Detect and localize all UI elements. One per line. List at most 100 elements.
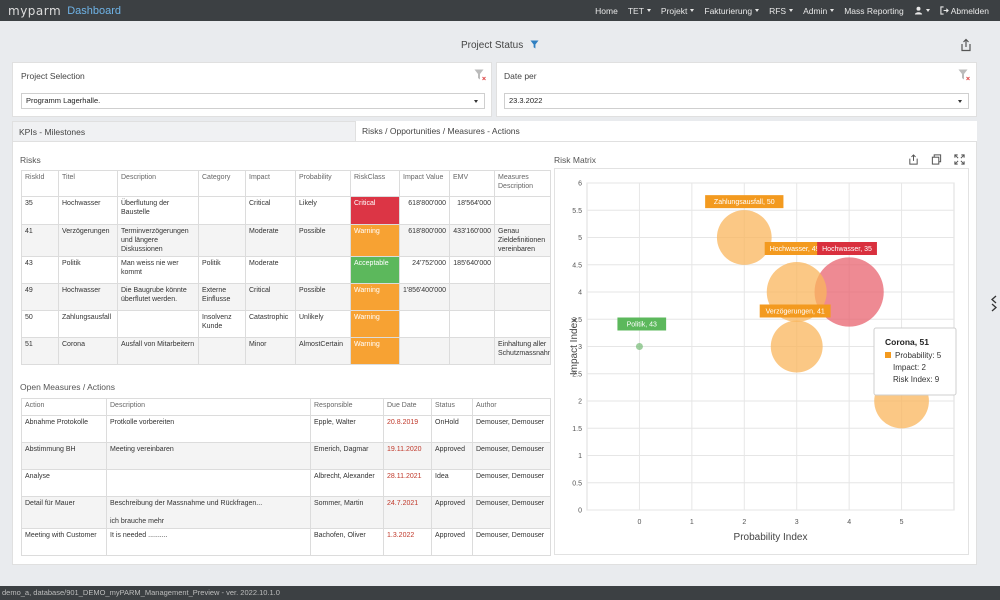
y-tick-label: 2.5 bbox=[572, 371, 582, 378]
cell-category: Politik bbox=[198, 256, 246, 285]
share-icon[interactable] bbox=[960, 38, 972, 52]
table-row[interactable]: Abnahme Protokolle Protkolle vorbereiten E… bbox=[21, 415, 551, 443]
cell-riskclass: Warning bbox=[350, 310, 400, 339]
x-tick-label: 2 bbox=[742, 519, 746, 526]
filter-icon[interactable] bbox=[530, 40, 539, 49]
brand-logo[interactable]: myparm bbox=[8, 3, 62, 18]
column-header[interactable]: Status bbox=[431, 398, 473, 416]
cell-impact-value bbox=[399, 310, 450, 339]
clear-filter-icon[interactable] bbox=[958, 69, 970, 81]
cell-description: Man weiss nie wer kommt bbox=[117, 256, 199, 285]
column-header[interactable]: Description bbox=[117, 170, 199, 197]
date-per-dropdown[interactable]: 23.3.2022 bbox=[504, 93, 969, 109]
nav-mass-reporting[interactable]: Mass Reporting bbox=[839, 6, 909, 16]
cell-impact-value: 24'752'000 bbox=[399, 256, 450, 285]
column-header[interactable]: Action bbox=[21, 398, 107, 416]
nav-label: Fakturierung bbox=[704, 5, 753, 16]
cell-impact: Catastrophic bbox=[245, 310, 296, 339]
column-header[interactable]: Impact bbox=[245, 170, 296, 197]
data-label: Verzögerungen, 41 bbox=[766, 309, 825, 316]
project-selection-dropdown[interactable]: Programm Lagerhalle. bbox=[21, 93, 485, 109]
cell-author: Demouser, Demouser bbox=[472, 415, 551, 443]
column-header[interactable]: Author bbox=[472, 398, 551, 416]
date-per-value: 23.3.2022 bbox=[509, 96, 543, 105]
table-row[interactable]: 49 Hochwasser Die Baugrube könnte überflut… bbox=[21, 283, 551, 312]
cell-title: Hochwasser bbox=[58, 196, 118, 225]
cell-emv: 18'564'000 bbox=[449, 196, 495, 225]
column-header[interactable]: Measures Description bbox=[494, 170, 551, 197]
table-row[interactable]: 43 Politik Man weiss nie wer kommt Politik M… bbox=[21, 256, 551, 285]
column-header[interactable]: Responsible bbox=[310, 398, 384, 416]
tooltip-line: Impact: 2 bbox=[893, 363, 926, 372]
table-row[interactable]: Analyse Albrecht, Alexander 28.11.2021 Idea… bbox=[21, 469, 551, 497]
cell-id: 41 bbox=[21, 223, 59, 258]
cell-measures bbox=[494, 256, 551, 285]
tooltip bbox=[873, 327, 957, 396]
nav-label: Home bbox=[595, 5, 618, 16]
cell-status: Approved bbox=[431, 495, 473, 530]
top-navbar: myparm Dashboard Home TET Projekt Fakturier… bbox=[0, 0, 1000, 21]
cell-author: Demouser, Demouser bbox=[472, 442, 551, 470]
nav-projekt[interactable]: Projekt bbox=[656, 6, 699, 16]
chevron-down-icon bbox=[474, 100, 478, 103]
copy-icon[interactable] bbox=[931, 154, 942, 165]
nav-label: RFS bbox=[769, 5, 787, 16]
table-row[interactable]: 50 Zahlungsausfall Insolvenz Kunde Catastro… bbox=[21, 310, 551, 339]
table-row[interactable]: 41 Verzögerungen Terminverzögerungen und l… bbox=[21, 223, 551, 258]
y-tick-label: 5 bbox=[578, 235, 582, 242]
cell-impact: Critical bbox=[245, 283, 296, 312]
sidebar-toggle-icon[interactable] bbox=[990, 294, 998, 312]
column-header[interactable]: Category bbox=[198, 170, 246, 197]
cell-emv: 433'160'000 bbox=[449, 223, 495, 258]
y-tick-label: 3.5 bbox=[572, 317, 582, 324]
nav-home[interactable]: Home bbox=[590, 6, 623, 16]
cell-impact: Minor bbox=[245, 337, 296, 366]
table-row[interactable]: Abstimmung BH Meeting vereinbaren Emerich,… bbox=[21, 442, 551, 470]
cell-riskclass: Warning bbox=[350, 283, 400, 312]
nav-rfs[interactable]: RFS bbox=[764, 6, 798, 16]
tab-risks-measures[interactable]: Risks / Opportunities / Measures - Actio… bbox=[356, 121, 977, 141]
column-header[interactable]: EMV bbox=[449, 170, 495, 197]
cell-impact-value: 618'800'000 bbox=[399, 196, 450, 225]
bubble-verz-gerungen-41[interactable] bbox=[770, 320, 823, 373]
export-icon[interactable] bbox=[908, 154, 919, 165]
nav-tet[interactable]: TET bbox=[623, 6, 656, 16]
bubble-politik-43[interactable] bbox=[635, 343, 643, 350]
column-header[interactable]: RiskClass bbox=[350, 170, 400, 197]
cell-author: Demouser, Demouser bbox=[472, 528, 551, 557]
column-header[interactable]: Probability bbox=[295, 170, 351, 197]
cell-description: Ausfall von Mitarbeitern bbox=[117, 337, 199, 366]
column-header[interactable]: Description bbox=[106, 398, 311, 416]
tab-kpis-milestones[interactable]: KPIs - Milestones bbox=[12, 121, 356, 141]
fullscreen-icon[interactable] bbox=[954, 154, 965, 165]
cell-probability: Likely bbox=[295, 196, 351, 225]
cell-category: Externe Einflusse bbox=[198, 283, 246, 312]
table-row[interactable]: Meeting with Customer It is needed ......… bbox=[21, 528, 551, 557]
nav-admin[interactable]: Admin bbox=[798, 6, 839, 16]
table-row[interactable]: 51 Corona Ausfall von Mitarbeitern Minor Alm… bbox=[21, 337, 551, 366]
column-header[interactable]: Due Date bbox=[383, 398, 432, 416]
data-label: Zahlungsausfall, 50 bbox=[714, 199, 775, 206]
logout-link[interactable]: Abmelden bbox=[935, 6, 994, 16]
cell-measures bbox=[494, 196, 551, 225]
bubble-hochwasser-35[interactable] bbox=[814, 257, 884, 327]
nav-label: Mass Reporting bbox=[844, 5, 904, 16]
cell-due: 20.8.2019 bbox=[383, 415, 432, 443]
table-row[interactable]: Detail für Mauer Beschreibung der Massnah… bbox=[21, 495, 551, 530]
column-header[interactable]: RiskId bbox=[21, 170, 59, 197]
y-tick-label: 2 bbox=[578, 399, 582, 406]
nav-fakturierung[interactable]: Fakturierung bbox=[699, 6, 764, 16]
cell-riskclass: Acceptable bbox=[350, 256, 400, 285]
cell-riskclass: Warning bbox=[350, 337, 400, 366]
cell-description: Die Baugrube könnte überflutet werden. bbox=[117, 283, 199, 312]
cell-action: Analyse bbox=[21, 469, 107, 497]
cell-responsible: Epple, Walter bbox=[310, 415, 384, 443]
clear-filter-icon[interactable] bbox=[474, 69, 486, 81]
user-menu[interactable] bbox=[909, 6, 935, 15]
column-header[interactable]: Impact Value bbox=[399, 170, 450, 197]
project-selection-value: Programm Lagerhalle. bbox=[26, 96, 101, 105]
cell-impact-value bbox=[399, 337, 450, 366]
table-row[interactable]: 35 Hochwasser Überflutung der Baustelle Cri… bbox=[21, 196, 551, 225]
column-header[interactable]: Titel bbox=[58, 170, 118, 197]
bubble-zahlungsausfall-50[interactable] bbox=[716, 210, 772, 265]
